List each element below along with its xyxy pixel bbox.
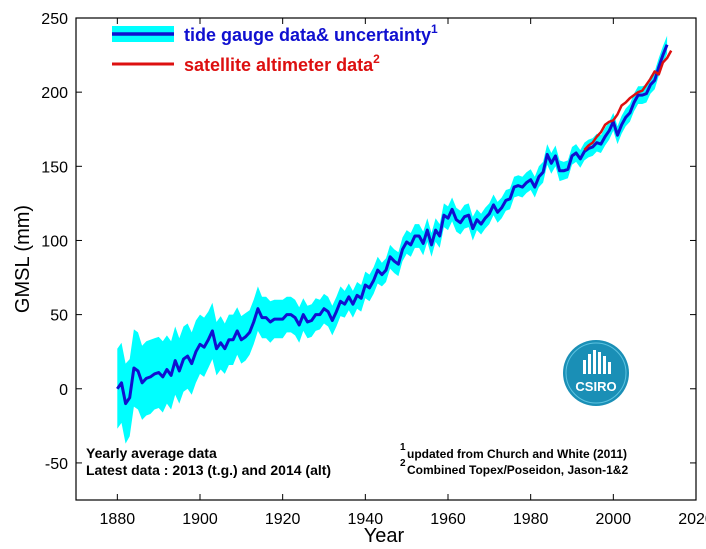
y-tick-label: 200: [41, 85, 68, 102]
footnote-2-text: Combined Topex/Poseidon, Jason-1&2: [407, 463, 628, 477]
note-yearly-average: Yearly average data: [86, 445, 217, 461]
x-tick-label: 1900: [182, 511, 218, 528]
y-tick-label: 150: [41, 159, 68, 176]
footnote-1-mark: 1: [400, 442, 406, 453]
tide-gauge-line: [116, 44, 669, 406]
note-latest-data: Latest data : 2013 (t.g.) and 2014 (alt): [86, 462, 331, 478]
y-tick-label: 100: [41, 233, 68, 250]
x-tick-label: 1980: [513, 511, 549, 528]
x-tick-label: 1880: [100, 511, 136, 528]
legend-tide-gauge-label: tide gauge data& uncertainty1: [184, 22, 438, 45]
axis-ticks: 1880 1900 1920 1940 1960 1980 2000 2020 -50 0 50 10…: [41, 11, 706, 528]
y-tick-label: -50: [45, 456, 68, 473]
x-tick-label: 1960: [430, 511, 466, 528]
y-tick-label: 50: [50, 308, 68, 325]
x-tick-label: 2020: [678, 511, 706, 528]
y-tick-label: 250: [41, 11, 68, 28]
csiro-logo-bars: [583, 350, 611, 374]
y-tick-label: 0: [59, 382, 68, 399]
csiro-logo-highlight: [565, 342, 627, 404]
y-axis-label: GMSL (mm): [12, 205, 34, 313]
csiro-logo: CSIRO: [563, 340, 629, 406]
series-line-layer: [116, 44, 673, 406]
tide-gauge-uncertainty-band: [117, 35, 668, 444]
legend: tide gauge data& uncertainty1 satellite …: [112, 22, 438, 75]
x-tick-label: 1940: [348, 511, 384, 528]
plot-frame: [75, 17, 697, 501]
x-tick-label: 1920: [265, 511, 301, 528]
x-tick-label: 2000: [596, 511, 632, 528]
x-axis-label: Year: [364, 525, 405, 547]
legend-satellite-label: satellite altimeter data2: [184, 52, 380, 75]
uncertainty-band-layer: [117, 35, 668, 444]
satellite-altimeter-line: [583, 49, 673, 151]
footnote-1-text: updated from Church and White (2011): [407, 447, 627, 461]
footnote-2-mark: 2: [400, 458, 406, 469]
csiro-logo-text: CSIRO: [575, 379, 616, 394]
